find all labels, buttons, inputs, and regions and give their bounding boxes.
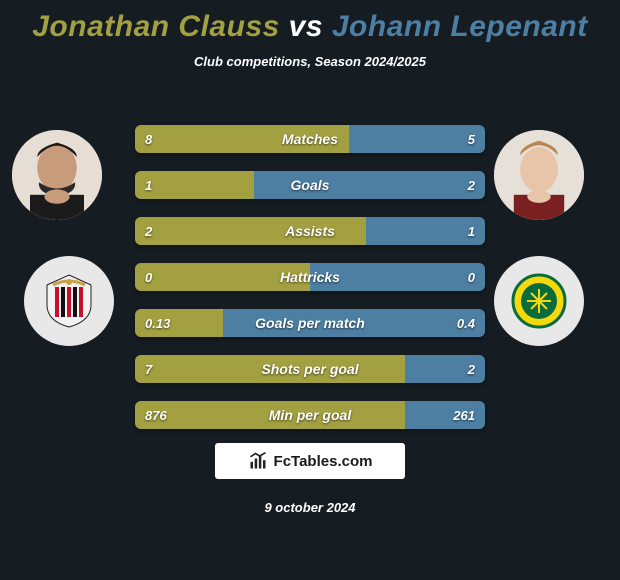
player1-club-crest	[24, 256, 114, 346]
stat-label: Goals per match	[135, 309, 485, 337]
player1-avatar	[12, 130, 102, 220]
brand-text: FcTables.com	[274, 453, 373, 470]
stat-label: Shots per goal	[135, 355, 485, 383]
stat-row: 876261Min per goal	[135, 401, 485, 429]
stat-label: Hattricks	[135, 263, 485, 291]
comparison-title: Jonathan Clauss vs Johann Lepenant	[0, 0, 620, 44]
stat-row: 85Matches	[135, 125, 485, 153]
subtitle: Club competitions, Season 2024/2025	[0, 54, 620, 69]
player2-club-crest	[494, 256, 584, 346]
stats-bars-container: 85Matches 12Goals 21Assists 00Hattricks 0.13…	[135, 125, 485, 447]
stat-label: Assists	[135, 217, 485, 245]
vs-text: vs	[289, 10, 323, 43]
date-text: 9 october 2024	[0, 500, 620, 515]
stat-row: 21Assists	[135, 217, 485, 245]
stat-label: Goals	[135, 171, 485, 199]
stat-row: 0.130.4Goals per match	[135, 309, 485, 337]
stat-label: Matches	[135, 125, 485, 153]
stat-label: Min per goal	[135, 401, 485, 429]
stat-row: 12Goals	[135, 171, 485, 199]
player2-name: Johann Lepenant	[332, 10, 588, 43]
chart-icon	[248, 451, 268, 471]
player1-name: Jonathan Clauss	[32, 10, 280, 43]
stat-row: 00Hattricks	[135, 263, 485, 291]
brand-badge: FcTables.com	[215, 443, 405, 479]
player2-avatar	[494, 130, 584, 220]
stat-row: 72Shots per goal	[135, 355, 485, 383]
